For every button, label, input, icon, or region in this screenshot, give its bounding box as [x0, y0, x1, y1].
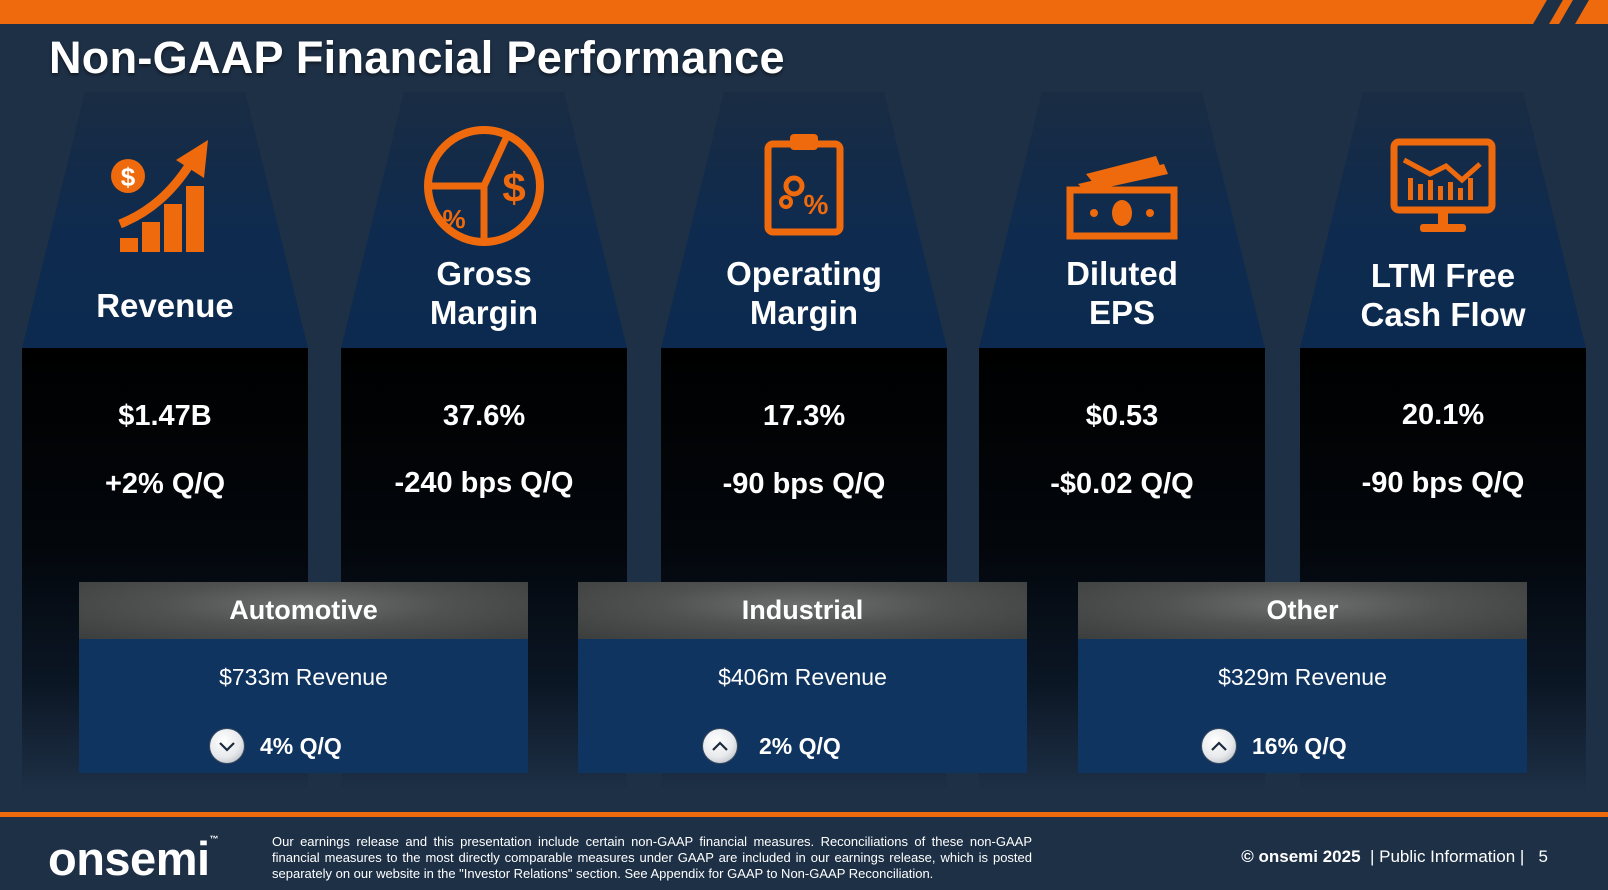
- metric-label: Gross Margin: [429, 255, 539, 331]
- segment-card-other: Other $329m Revenue 16% Q/Q: [1078, 582, 1527, 773]
- monitor-chart-icon: [1390, 138, 1496, 232]
- metric-value: $0.53: [1085, 400, 1159, 432]
- onsemi-logo: onsemi™: [48, 832, 219, 885]
- footer-copyright: © onsemi 2025 | Public Information | 5: [1241, 847, 1548, 866]
- metric-change: -240 bps Q/Q: [394, 467, 574, 499]
- segment-title: Industrial: [578, 582, 1027, 639]
- page-title: Non-GAAP Financial Performance: [49, 32, 785, 83]
- segment-change-value: 4% Q/Q: [260, 732, 342, 759]
- segment-title: Other: [1078, 582, 1527, 639]
- segment-body: $406m Revenue 2% Q/Q: [578, 639, 1027, 773]
- segment-change-value: 16% Q/Q: [1252, 732, 1347, 759]
- pie-chart-dollar-icon: $ %: [424, 126, 544, 246]
- metric-label: Operating Margin: [726, 255, 882, 331]
- metric-label: Revenue: [96, 287, 234, 324]
- metric-change: -90 bps Q/Q: [722, 468, 886, 500]
- page-number: 5: [1538, 847, 1548, 866]
- metric-column-revenue: $ Revenue $1.47B +2% Q/Q: [22, 92, 308, 792]
- segment-revenue: $406m Revenue: [718, 664, 887, 690]
- metric-label: Diluted EPS: [1066, 255, 1178, 331]
- metric-change: +2% Q/Q: [104, 468, 226, 500]
- metric-value: 37.6%: [442, 400, 526, 432]
- revenue-growth-icon: $: [111, 140, 208, 252]
- chevron-up-icon: [1202, 729, 1236, 763]
- slash-decoration: [1559, 0, 1589, 24]
- svg-text:%: %: [804, 189, 829, 220]
- chevron-up-icon: [703, 729, 737, 763]
- segment-change: 2% Q/Q: [703, 727, 841, 765]
- segment-change: 4% Q/Q: [210, 727, 342, 765]
- segment-title: Automotive: [79, 582, 528, 639]
- svg-text:$: $: [121, 162, 136, 192]
- metric-value: 17.3%: [762, 400, 846, 432]
- non-gaap-disclaimer: Our earnings release and this presentati…: [272, 834, 1032, 881]
- segment-change-value: 2% Q/Q: [759, 732, 841, 759]
- cash-bills-icon: [1066, 156, 1178, 240]
- metric-label: LTM Free Cash Flow: [1360, 257, 1526, 333]
- metric-column-free-cash-flow: LTM Free Cash Flow 20.1% -90 bps Q/Q: [1300, 92, 1586, 792]
- segment-revenue: $329m Revenue: [1218, 664, 1387, 690]
- top-accent-bar: [0, 0, 1608, 24]
- footer-accent-line: [0, 812, 1608, 817]
- metric-change: -90 bps Q/Q: [1361, 467, 1525, 499]
- slash-decoration: [1533, 0, 1563, 24]
- segment-change: 16% Q/Q: [1202, 727, 1347, 765]
- segment-body: $733m Revenue 4% Q/Q: [79, 639, 528, 773]
- chevron-down-icon: [210, 729, 244, 763]
- svg-text:$: $: [502, 164, 525, 211]
- segment-body: $329m Revenue 16% Q/Q: [1078, 639, 1527, 773]
- metric-value: 20.1%: [1401, 399, 1485, 431]
- svg-text:%: %: [442, 204, 465, 234]
- clipboard-percent-icon: %: [764, 134, 844, 236]
- segment-revenue: $733m Revenue: [219, 664, 388, 690]
- metric-value: $1.47B: [118, 400, 212, 432]
- footer: [0, 817, 1608, 890]
- segment-card-automotive: Automotive $733m Revenue 4% Q/Q: [79, 582, 528, 773]
- metric-change: -$0.02 Q/Q: [1050, 468, 1194, 500]
- segment-card-industrial: Industrial $406m Revenue 2% Q/Q: [578, 582, 1027, 773]
